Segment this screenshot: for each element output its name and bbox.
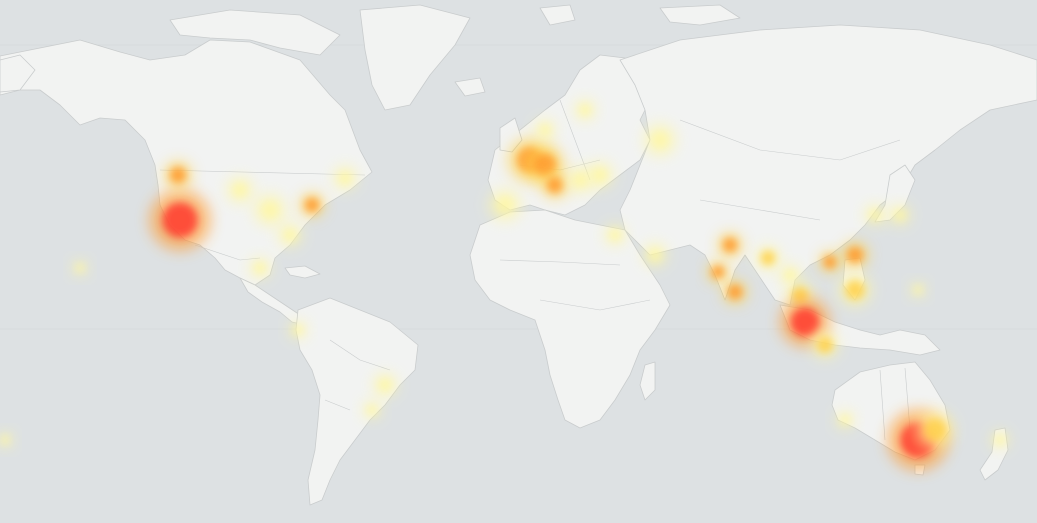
heat-spot-california[interactable]: [162, 202, 198, 238]
heat-spot-new-york[interactable]: [304, 197, 320, 213]
heat-spot-midwest[interactable]: [261, 201, 279, 219]
heat-spot-russia[interactable]: [651, 131, 669, 149]
heat-spot-poland[interactable]: [573, 173, 587, 187]
heat-spot-singapore[interactable]: [790, 307, 820, 337]
heat-spot-philippines[interactable]: [845, 280, 865, 300]
heat-spot-bangladesh[interactable]: [760, 250, 776, 266]
heat-spot-north-india[interactable]: [722, 237, 738, 253]
svalbard: [539, 4, 576, 26]
greenland: [359, 4, 471, 111]
heat-spot-perth[interactable]: [840, 415, 850, 425]
heat-spot-bangalore[interactable]: [727, 284, 743, 300]
arctic-islands: [169, 9, 341, 56]
borders: [159, 99, 911, 441]
alaska-tip: [0, 54, 36, 93]
heat-spot-edge[interactable]: [0, 435, 10, 445]
heat-spot-southeast-us[interactable]: [283, 228, 297, 242]
heat-spot-quebec[interactable]: [338, 171, 352, 185]
heat-spot-uae[interactable]: [648, 248, 662, 262]
heat-spot-spain[interactable]: [496, 196, 514, 214]
heat-spot-colombia[interactable]: [293, 325, 303, 335]
heat-spot-mumbai[interactable]: [711, 265, 725, 279]
heat-spot-mexico[interactable]: [254, 262, 266, 274]
iceland: [454, 77, 486, 97]
heat-spot-israel[interactable]: [609, 229, 621, 241]
heat-spot-pacific-northwest[interactable]: [170, 167, 186, 183]
heat-spot-scandinavia[interactable]: [579, 104, 591, 116]
heat-spot-central-us[interactable]: [233, 183, 247, 197]
heat-spot-norway[interactable]: [539, 124, 551, 136]
russia-north: [659, 4, 741, 26]
heat-spot-new-zealand[interactable]: [995, 435, 1005, 445]
south-america: [295, 297, 419, 506]
heat-spot-japan[interactable]: [894, 209, 906, 221]
heat-spot-hawaii[interactable]: [75, 263, 85, 273]
heat-spot-sydney[interactable]: [923, 418, 947, 442]
heat-spot-korea[interactable]: [869, 209, 881, 221]
madagascar: [639, 361, 656, 401]
heat-spot-thailand[interactable]: [784, 269, 796, 281]
heat-spot-pacific-islands[interactable]: [913, 285, 923, 295]
heat-spot-java[interactable]: [817, 337, 833, 353]
heat-layer: [0, 98, 1010, 471]
africa: [469, 209, 671, 429]
heat-spot-switzerland[interactable]: [547, 177, 563, 193]
heat-spot-vietnam[interactable]: [823, 255, 837, 269]
caribbean: [284, 265, 321, 279]
heat-spot-brazil[interactable]: [378, 378, 392, 392]
heat-spot-ukraine[interactable]: [593, 168, 607, 182]
heat-spot-germany[interactable]: [533, 153, 557, 177]
heat-spot-sao-paulo[interactable]: [367, 405, 377, 415]
heat-spot-hong-kong[interactable]: [847, 247, 863, 263]
